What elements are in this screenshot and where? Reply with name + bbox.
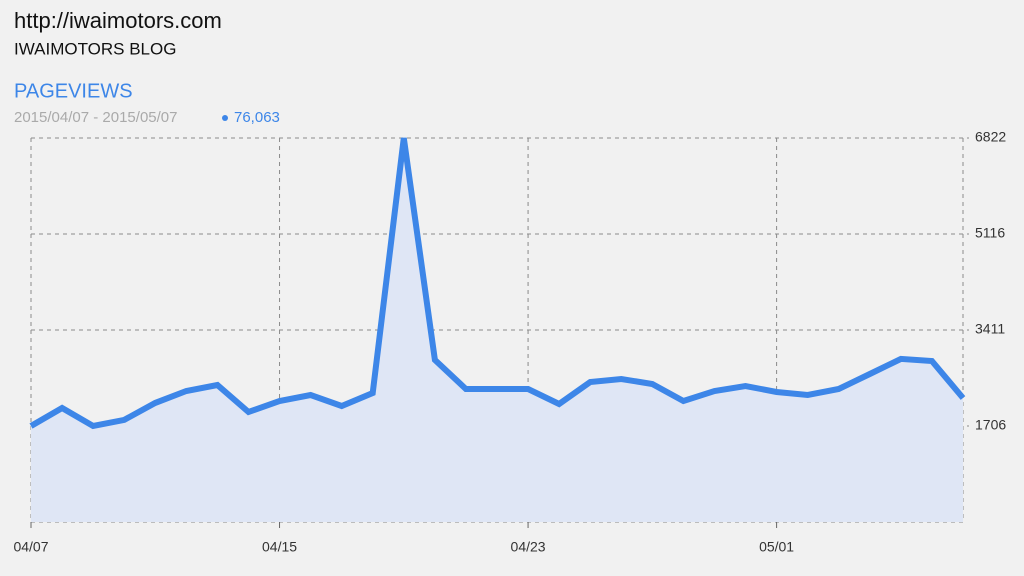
x-tick-label: 04/15 (262, 539, 297, 555)
site-url: http://iwaimotors.com (14, 8, 222, 33)
x-tick-label: 04/07 (13, 539, 48, 555)
total: 76,063 (234, 109, 280, 126)
y-tick-label: 5116 (975, 225, 1005, 241)
total-dot (222, 115, 228, 121)
area (31, 138, 963, 522)
date-range: 2015/04/07 - 2015/05/07 (14, 109, 177, 126)
x-tick-label: 04/23 (511, 539, 546, 555)
line (29, 137, 966, 430)
y-tick-label: 1706 (975, 417, 1006, 433)
blog-name: IWAIMOTORS BLOG (14, 39, 176, 58)
chart-title: PAGEVIEWS (14, 80, 133, 102)
y-tick-label: 6822 (975, 129, 1006, 145)
x-tick-label: 05/01 (759, 539, 794, 555)
y-tick-label: 3411 (975, 321, 1005, 337)
